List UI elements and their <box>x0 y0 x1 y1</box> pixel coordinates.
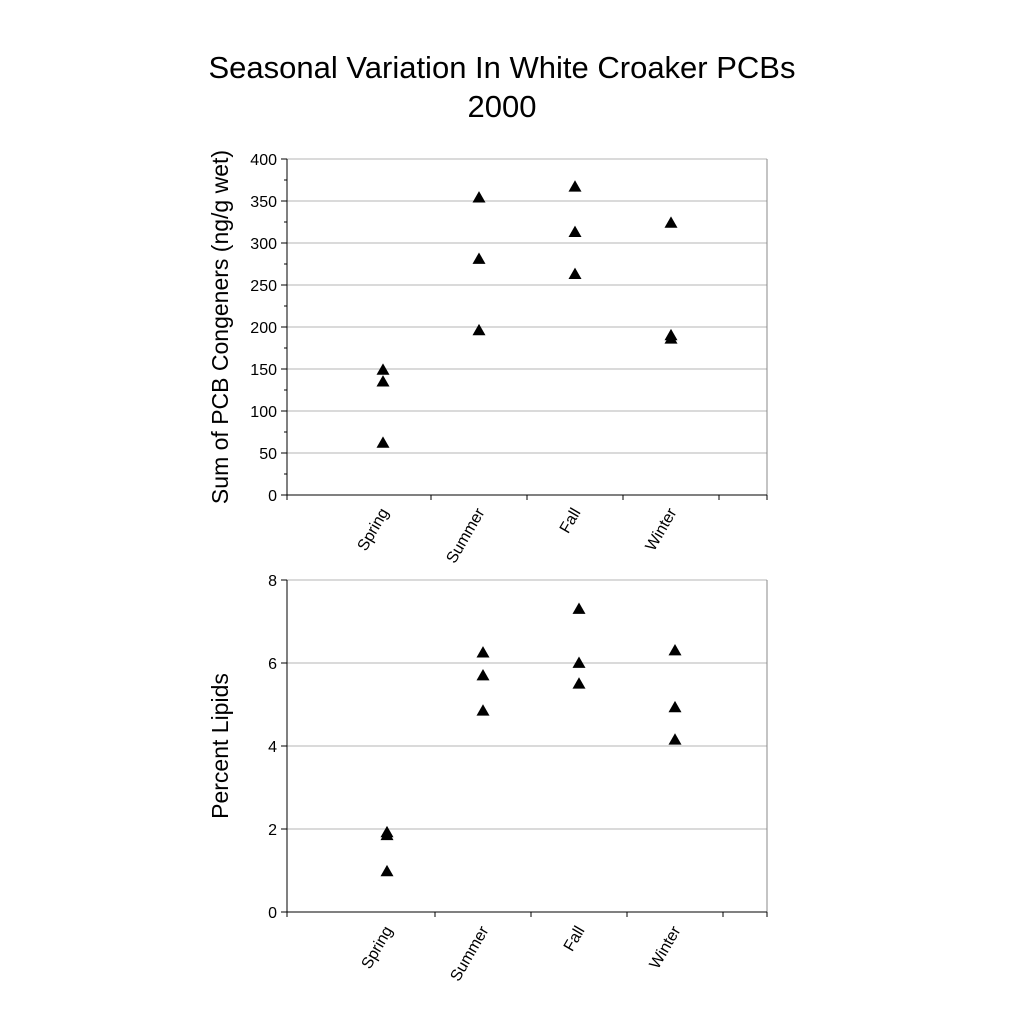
x-category-label-winter: Winter <box>647 923 685 972</box>
y-tick-label: 400 <box>250 152 277 169</box>
data-point-fall <box>568 225 582 237</box>
data-point-winter <box>664 332 678 344</box>
data-point-winter <box>668 644 682 656</box>
data-point-spring <box>376 375 390 387</box>
y-tick-label: 8 <box>268 573 277 590</box>
data-point-summer <box>476 668 490 681</box>
data-point-winter <box>668 700 682 713</box>
data-point-summer <box>472 323 486 336</box>
chart-title-line-2: 2000 <box>468 89 537 124</box>
y-tick-label: 2 <box>268 822 277 839</box>
data-point-spring <box>376 363 390 375</box>
x-category-label-spring: Spring <box>355 506 393 555</box>
data-point-summer <box>472 191 486 203</box>
pcb-chart: 0 50 100 150 200 250 300 350 400 Spring Summer Fall… <box>207 150 768 566</box>
data-point-fall <box>568 267 582 279</box>
lipids-chart: 0 2 4 6 8 Spring Summer Fall Winter Percent Lipid… <box>207 573 768 984</box>
x-category-label-spring: Spring <box>359 924 397 973</box>
y-tick-label: 300 <box>250 236 277 253</box>
y-tick-label: 6 <box>268 656 277 673</box>
chart-title-line-1: Seasonal Variation In White Croaker PCBs <box>209 50 796 85</box>
data-point-fall <box>568 180 582 192</box>
data-point-fall <box>572 656 586 668</box>
x-category-label-fall: Fall <box>561 924 589 955</box>
data-point-summer <box>472 252 486 264</box>
y-axis-title: Sum of PCB Congeners (ng/g wet) <box>207 150 233 504</box>
data-point-winter <box>664 216 678 228</box>
x-category-label-fall: Fall <box>557 506 585 537</box>
y-tick-label: 4 <box>268 739 277 756</box>
x-category-label-summer: Summer <box>444 505 489 566</box>
y-axis-title: Percent Lipids <box>207 673 233 819</box>
data-point-spring <box>380 828 394 841</box>
data-point-fall <box>572 602 586 614</box>
data-point-spring <box>380 864 394 877</box>
data-point-fall <box>572 677 586 689</box>
y-tick-label: 0 <box>268 905 277 922</box>
y-tick-label: 350 <box>250 194 277 211</box>
y-tick-label: 50 <box>259 446 277 463</box>
x-category-label-winter: Winter <box>643 505 681 554</box>
y-tick-label: 200 <box>250 320 277 337</box>
y-tick-label: 150 <box>250 362 277 379</box>
y-tick-label: 100 <box>250 404 277 421</box>
data-point-winter <box>668 733 682 745</box>
data-point-spring <box>376 436 390 448</box>
y-tick-label: 250 <box>250 278 277 295</box>
data-point-summer <box>476 646 490 658</box>
y-tick-label: 0 <box>268 488 277 505</box>
data-point-summer <box>476 704 490 716</box>
x-category-label-summer: Summer <box>448 923 493 984</box>
